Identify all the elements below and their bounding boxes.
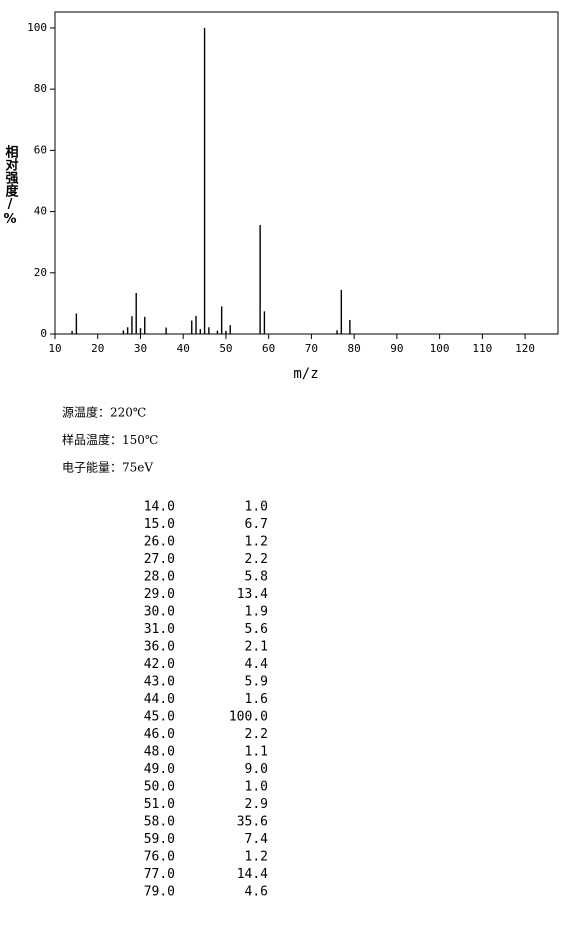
- intensity-cell: 100.0: [229, 710, 268, 725]
- mz-cell: 45.0: [144, 710, 175, 725]
- x-tick-label: 120: [515, 342, 535, 355]
- intensity-cell: 2.2: [245, 727, 268, 742]
- intensity-cell: 2.9: [245, 797, 268, 812]
- intensity-cell: 9.0: [245, 762, 268, 777]
- x-tick-label: 100: [430, 342, 450, 355]
- mz-cell: 43.0: [144, 675, 175, 690]
- intensity-cell: 1.0: [245, 780, 268, 795]
- mz-cell: 49.0: [144, 762, 175, 777]
- x-tick-label: 70: [305, 342, 318, 355]
- x-tick-label: 90: [390, 342, 403, 355]
- x-tick-label: 40: [177, 342, 190, 355]
- mz-cell: 42.0: [144, 657, 175, 672]
- condition: 电子能量：75eV: [62, 461, 153, 475]
- x-tick-label: 60: [262, 342, 275, 355]
- x-tick-label: 80: [348, 342, 361, 355]
- y-tick-label: 80: [34, 82, 47, 95]
- plot-frame: [54, 11, 559, 335]
- x-tick-label: 20: [91, 342, 104, 355]
- mz-cell: 29.0: [144, 587, 175, 602]
- y-tick-label: 20: [34, 266, 47, 279]
- y-tick-label: 40: [34, 205, 47, 218]
- mz-cell: 79.0: [144, 885, 175, 900]
- mz-cell: 26.0: [144, 535, 175, 550]
- mz-cell: 44.0: [144, 692, 175, 707]
- intensity-cell: 1.2: [245, 535, 268, 550]
- intensity-cell: 13.4: [237, 587, 268, 602]
- intensity-cell: 2.2: [245, 552, 268, 567]
- x-tick-label: 110: [472, 342, 492, 355]
- mz-cell: 77.0: [144, 867, 175, 882]
- intensity-cell: 2.1: [245, 640, 268, 655]
- mz-cell: 36.0: [144, 640, 175, 655]
- intensity-cell: 4.4: [245, 657, 269, 672]
- intensity-cell: 5.9: [245, 675, 268, 690]
- intensity-cell: 1.9: [245, 605, 268, 620]
- y-tick-label: 0: [40, 327, 47, 340]
- intensity-cell: 1.6: [245, 692, 268, 707]
- mz-cell: 50.0: [144, 780, 175, 795]
- mz-cell: 31.0: [144, 622, 175, 637]
- intensity-cell: 14.4: [237, 867, 268, 882]
- intensity-cell: 6.7: [245, 517, 268, 532]
- x-axis-label: m/z: [293, 366, 318, 382]
- y-axis-label: 相对强度/%: [3, 144, 19, 227]
- intensity-cell: 5.8: [245, 570, 268, 585]
- intensity-cell: 4.6: [245, 885, 268, 900]
- mz-cell: 76.0: [144, 850, 175, 865]
- intensity-cell: 5.6: [245, 622, 268, 637]
- mz-cell: 46.0: [144, 727, 175, 742]
- mz-cell: 15.0: [144, 517, 175, 532]
- mz-cell: 51.0: [144, 797, 175, 812]
- intensity-cell: 1.2: [245, 850, 268, 865]
- condition: 源温度：220℃: [62, 405, 146, 420]
- x-tick-label: 30: [134, 342, 147, 355]
- mz-cell: 30.0: [144, 605, 175, 620]
- x-tick-label: 10: [48, 342, 61, 355]
- mz-cell: 48.0: [144, 745, 175, 760]
- mz-cell: 27.0: [144, 552, 175, 567]
- y-tick-label: 60: [34, 143, 47, 156]
- intensity-cell: 1.0: [245, 500, 268, 515]
- intensity-cell: 35.6: [237, 815, 268, 830]
- y-tick-label: 100: [27, 21, 47, 34]
- intensity-cell: 1.1: [245, 745, 268, 760]
- mz-cell: 14.0: [144, 500, 175, 515]
- mz-cell: 28.0: [144, 570, 175, 585]
- intensity-cell: 7.4: [245, 832, 269, 847]
- mz-cell: 59.0: [144, 832, 175, 847]
- condition: 样品温度：150℃: [62, 432, 158, 447]
- x-tick-label: 50: [219, 342, 232, 355]
- mz-cell: 58.0: [144, 815, 175, 830]
